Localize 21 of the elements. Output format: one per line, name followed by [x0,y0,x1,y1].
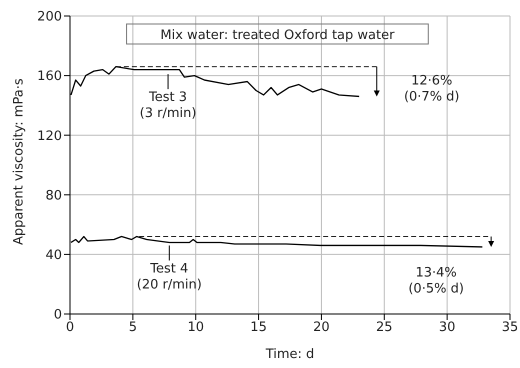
y-tick-label: 120 [37,128,62,144]
x-tick-label: 20 [313,320,330,336]
y-tick-label: 40 [45,248,62,264]
annotation: Test 4 (20 r/min) [136,261,202,292]
x-tick-label: 35 [502,320,518,336]
x-tick-label: 30 [438,320,456,336]
x-axis-title: Time: d [264,347,314,362]
x-tick-label: 5 [128,320,137,336]
x-tick-label: 10 [187,320,204,336]
x-tick-label: 15 [250,320,267,336]
y-axis-title: Apparent viscosity: mPa·s [12,78,27,245]
y-tick-label: 200 [37,10,62,25]
annotation: 12·6% (0·7% d) [404,74,460,105]
annotation: 13·4% (0·5% d) [408,266,464,297]
y-tick-label: 0 [54,308,62,323]
y-tick-label: 160 [37,69,62,84]
x-tick-label: 25 [376,320,393,336]
text: Mix water: treated Oxford tap water [160,28,396,43]
y-tick-label: 80 [45,188,62,204]
x-tick-label: 0 [66,320,74,336]
annotation: Test 3 (3 r/min) [140,90,196,122]
